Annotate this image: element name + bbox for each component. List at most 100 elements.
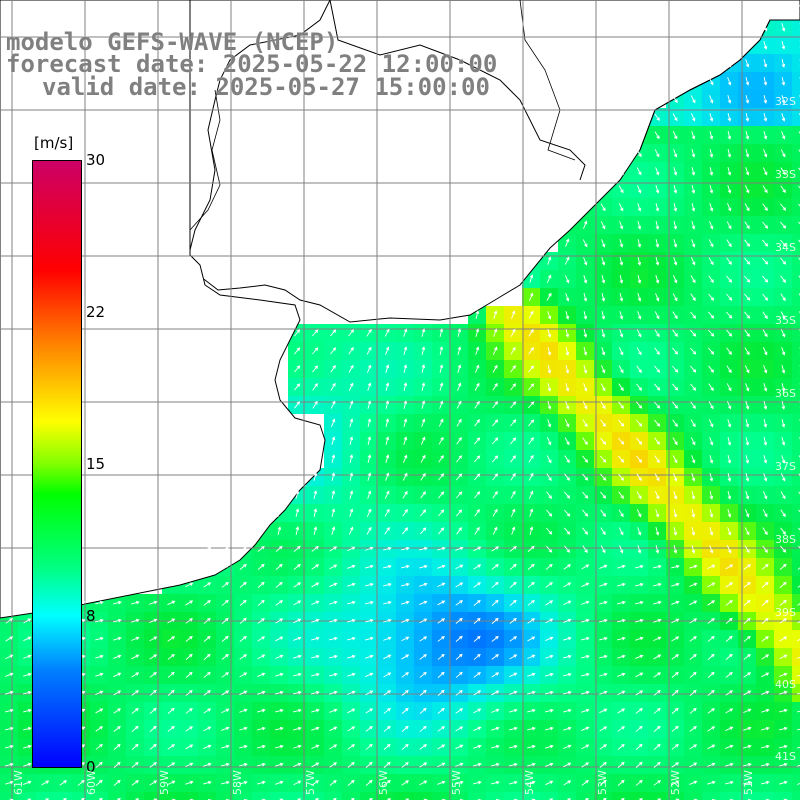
wind-arrow [545,744,554,749]
wind-arrow [420,436,426,445]
wind-arrow [600,455,607,463]
wind-arrow [726,5,733,13]
wind-arrow [635,779,643,786]
wind-arrow [727,203,732,212]
wind-arrow [347,744,356,750]
wind-arrow [421,328,426,337]
wind-arrow [257,636,266,642]
field-cell [234,792,252,800]
wind-arrow [185,762,194,768]
wind-arrow [654,401,661,409]
wind-arrow [744,293,751,301]
field-cell [792,288,800,306]
wind-arrow [349,400,354,409]
wind-arrow [131,672,140,678]
wind-arrow [437,546,446,551]
wind-arrow [544,708,554,713]
wind-arrow [382,582,392,587]
wind-arrow [780,239,787,247]
wind-arrow [349,454,354,464]
field-cell [792,450,800,468]
wind-arrow [455,600,464,606]
wind-arrow [672,401,679,409]
wind-arrow [403,454,408,463]
wind-arrow [527,690,536,695]
wind-arrow [509,563,517,570]
wind-arrow [185,689,193,696]
wind-arrow [419,600,428,605]
wind-arrow [564,509,571,517]
wind-arrow [329,636,338,641]
wind-arrow [673,275,678,284]
wind-arrow [329,618,338,623]
wind-arrow [491,546,500,552]
field-cell [504,792,522,800]
wind-arrow [347,636,356,641]
wind-arrow [672,455,678,464]
wind-arrow [385,346,390,355]
wind-arrow [725,635,733,642]
wind-arrow [347,761,355,768]
wind-arrow [671,564,680,569]
wind-arrow [564,491,571,499]
wind-arrow [779,581,787,588]
wind-arrow [798,527,800,531]
wind-arrow [275,690,284,695]
wind-arrow [797,746,800,749]
wind-arrow [744,527,750,536]
wind-arrow [763,401,768,410]
wind-arrow [492,508,498,517]
wind-arrow [527,545,535,552]
wind-arrow [763,41,768,50]
wind-arrow [203,617,211,624]
lon-label: 55W [450,770,463,795]
wind-arrow [690,77,696,86]
wind-arrow [23,726,32,731]
wind-arrow [420,472,426,481]
wind-arrow [330,382,336,391]
wind-arrow [708,59,714,68]
wind-arrow [654,113,660,122]
field-cell [180,792,198,800]
wind-arrow [797,728,800,731]
wind-arrow [673,221,678,230]
wind-arrow [275,708,284,713]
wind-arrow [401,618,410,623]
field-cell [378,792,396,800]
wind-arrow [582,473,589,481]
wind-arrow [547,311,552,320]
wind-arrow [636,131,642,139]
wind-arrow [762,527,768,536]
wind-arrow [583,257,588,266]
wind-arrow [618,491,624,500]
wind-arrow [725,690,734,696]
wind-arrow [689,653,697,660]
wind-arrow [311,654,320,659]
wind-arrow [708,257,714,266]
wind-arrow [780,509,786,518]
field-cell [792,324,800,342]
field-cell [792,396,800,414]
wind-arrow [401,725,409,732]
field-cell [18,792,36,800]
wind-arrow [744,311,751,319]
wind-arrow [293,636,302,641]
wind-arrow [654,329,660,338]
wind-arrow [672,311,678,320]
wind-arrow [204,526,210,535]
wind-arrow [367,418,372,427]
wind-arrow [387,798,392,800]
wind-arrow [779,744,788,749]
wind-arrow [221,617,229,624]
wind-arrow [385,436,390,445]
wind-arrow [637,239,642,248]
wind-arrow [708,311,715,319]
wind-arrow [743,744,752,749]
wind-arrow [743,635,751,642]
wind-arrow [567,798,572,800]
wind-arrow [509,672,518,678]
wind-arrow [383,546,392,551]
wind-arrow [780,185,786,193]
wind-arrow [547,383,552,392]
